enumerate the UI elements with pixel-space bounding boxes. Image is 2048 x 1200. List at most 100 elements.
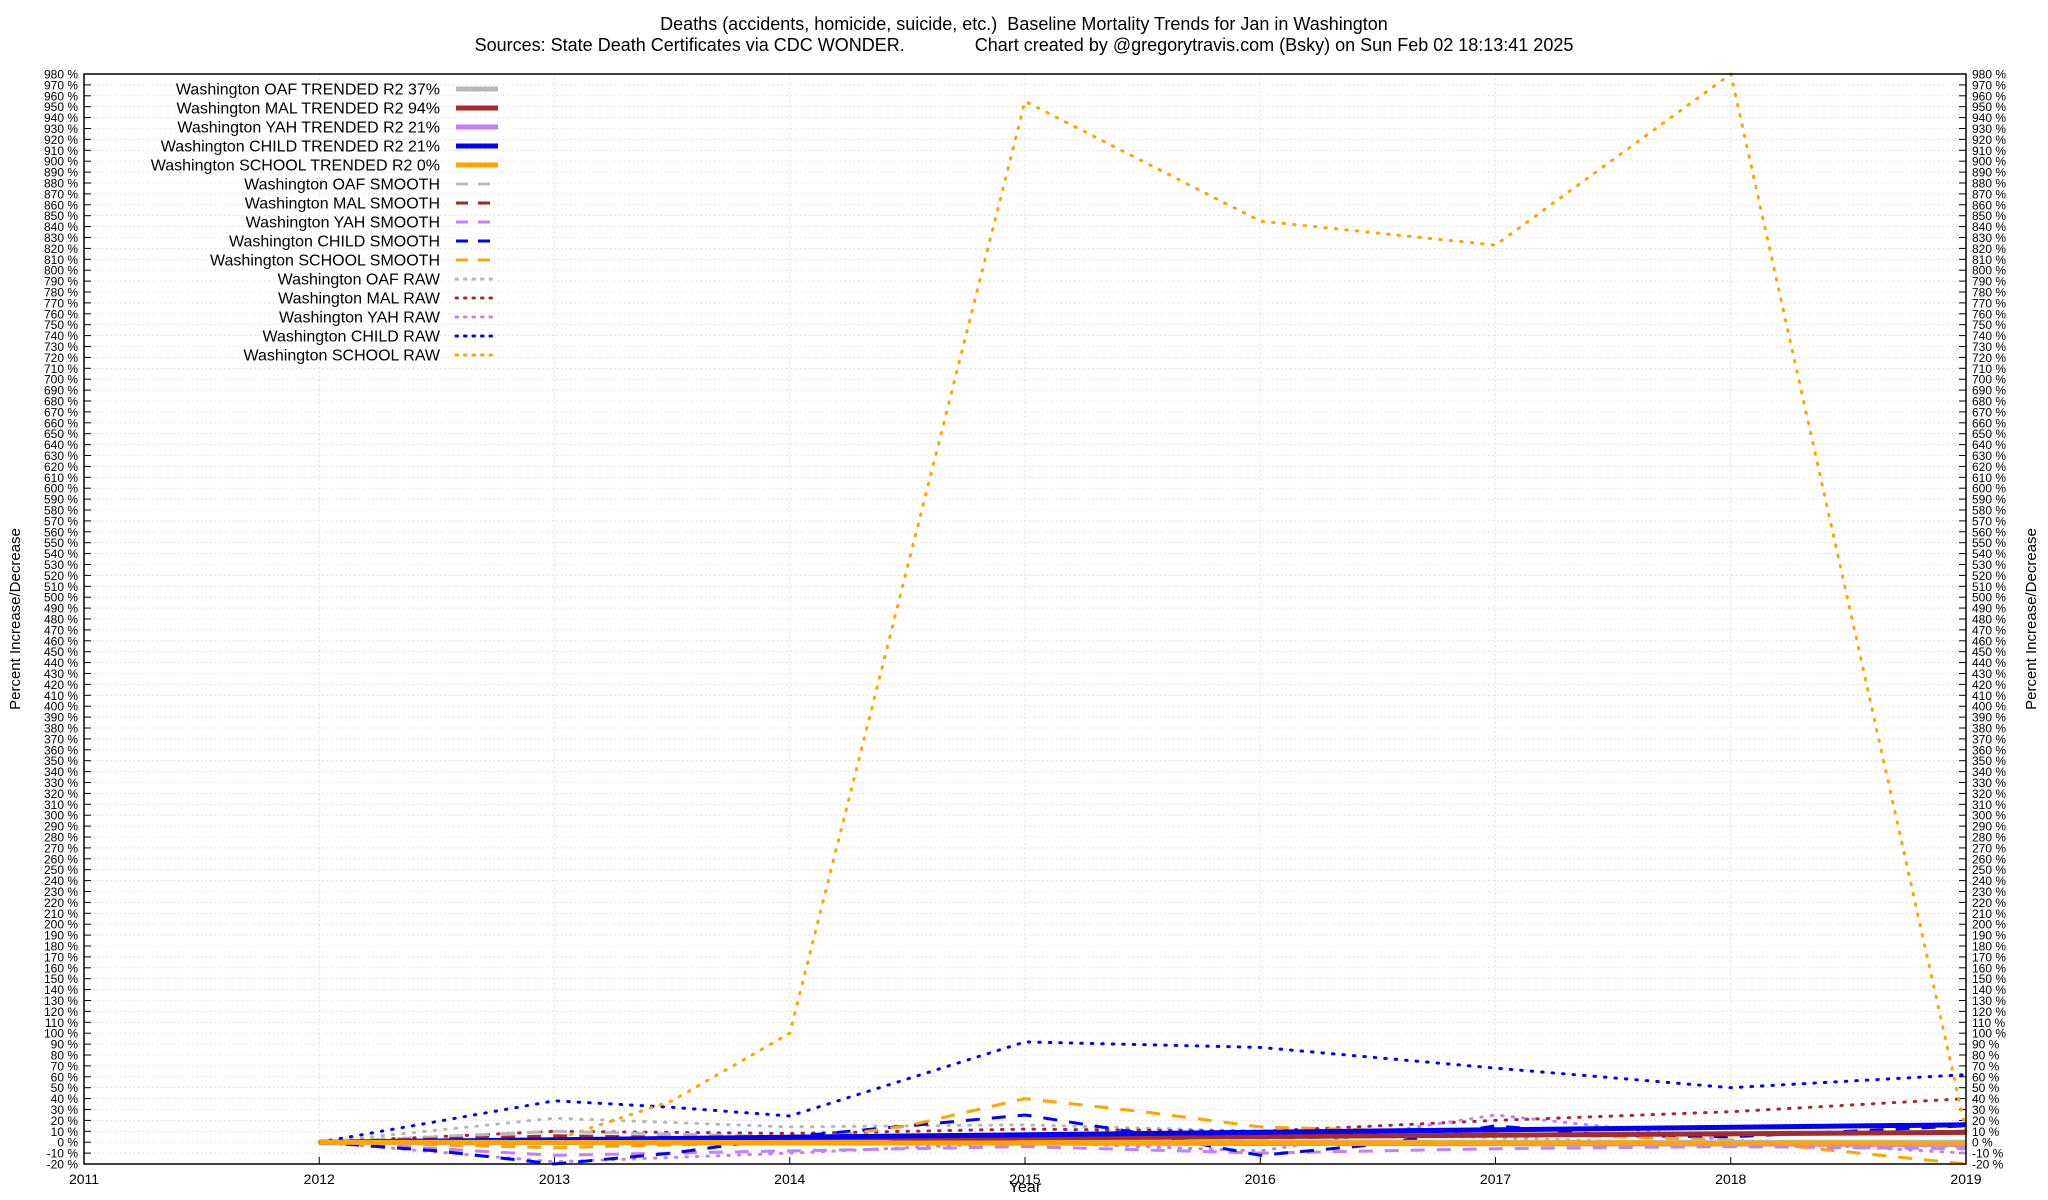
y2-tick-label: 940 %	[1972, 111, 2006, 125]
y-tick-label: 690 %	[44, 384, 78, 398]
y-axis-label: Percent Increase/Decrease	[7, 528, 24, 710]
y-tick-label: 880 %	[44, 177, 78, 191]
y-tick-label: 50 %	[51, 1081, 79, 1095]
y-tick-label: 430 %	[44, 667, 78, 681]
y2-tick-label: 330 %	[1972, 776, 2006, 790]
y2-tick-label: 800 %	[1972, 264, 2006, 278]
y2-tick-label: 250 %	[1972, 863, 2006, 877]
y2-tick-label: 790 %	[1972, 275, 2006, 289]
y-tick-label: 310 %	[44, 798, 78, 812]
y2-tick-label: 640 %	[1972, 438, 2006, 452]
plot-frame	[83, 73, 1967, 1165]
y-tick-label: 300 %	[44, 809, 78, 823]
y2-tick-label: 920 %	[1972, 133, 2006, 147]
y2-tick-label: 300 %	[1972, 809, 2006, 823]
y-tick-label: 320 %	[44, 787, 78, 801]
y2-tick-label: 820 %	[1972, 242, 2006, 256]
y2-tick-label: 410 %	[1972, 689, 2006, 703]
series-washington-child-trended-r2-21	[319, 1122, 1967, 1145]
legend-label: Washington MAL RAW	[278, 291, 441, 308]
y2-tick-label: 430 %	[1972, 667, 2006, 681]
y2-tick-label: 20 %	[1972, 1114, 2000, 1128]
y-tick-label: 120 %	[44, 1005, 78, 1019]
y2-tick-label: 610 %	[1972, 471, 2006, 485]
y-tick-label: 840 %	[44, 220, 78, 234]
y2-tick-label: 710 %	[1972, 362, 2006, 376]
y-tick-label: 480 %	[44, 613, 78, 627]
y2-tick-label: 720 %	[1972, 351, 2006, 365]
y2-tick-label: 840 %	[1972, 220, 2006, 234]
x-axis-label: Year	[1009, 1179, 1042, 1196]
y-tick-label: 70 %	[51, 1059, 79, 1073]
x-tick-label: 2019	[1950, 1171, 1981, 1187]
y2-tick-label: 620 %	[1972, 460, 2006, 474]
y-tick-label: 610 %	[44, 471, 78, 485]
y-tick-label: 780 %	[44, 286, 78, 300]
y-tick-label: 60 %	[51, 1070, 79, 1084]
y-tick-label: 910 %	[44, 144, 78, 158]
y-tick-label: 750 %	[44, 318, 78, 332]
y2-tick-label: 460 %	[1972, 634, 2006, 648]
y-tick-label: 680 %	[44, 395, 78, 409]
y2-tick-label: 970 %	[1972, 78, 2006, 92]
y2-tick-label: 360 %	[1972, 743, 2006, 757]
y2-tick-label: 910 %	[1972, 144, 2006, 158]
y2-tick-label: 220 %	[1972, 896, 2006, 910]
y2-tick-label: 850 %	[1972, 209, 2006, 223]
y-tick-label: 190 %	[44, 929, 78, 943]
y-tick-label: 260 %	[44, 852, 78, 866]
y-tick-label: 150 %	[44, 972, 78, 986]
y-tick-label: 820 %	[44, 242, 78, 256]
legend-label: Washington MAL TRENDED R2 94%	[176, 101, 440, 118]
y2-tick-label: 780 %	[1972, 286, 2006, 300]
y-tick-label: 700 %	[44, 373, 78, 387]
y-tick-label: 650 %	[44, 427, 78, 441]
y2-tick-label: 570 %	[1972, 514, 2006, 528]
y-tick-label: 160 %	[44, 961, 78, 975]
y2-tick-label: 660 %	[1972, 416, 2006, 430]
y2-tick-label: 110 %	[1972, 1016, 2005, 1030]
x-tick-label: 2013	[539, 1171, 570, 1187]
y2-tick-label: 520 %	[1972, 569, 2006, 583]
y-tick-label: 280 %	[44, 831, 78, 845]
y-tick-label: 580 %	[44, 504, 78, 518]
series-washington-oaf-raw	[317, 1116, 1968, 1149]
y2-tick-label: 590 %	[1972, 493, 2006, 507]
y-tick-label: 640 %	[44, 438, 78, 452]
y-tick-label: 600 %	[44, 482, 78, 496]
y-tick-label: 410 %	[44, 689, 78, 703]
y2-tick-label: 60 %	[1972, 1070, 2000, 1084]
y-tick-label: 740 %	[44, 329, 78, 343]
y-tick-label: 800 %	[44, 264, 78, 278]
y-tick-label: 530 %	[44, 558, 78, 572]
y2-tick-label: 700 %	[1972, 373, 2006, 387]
y-tick-label: 770 %	[44, 296, 78, 310]
y2-tick-label: 130 %	[1972, 994, 2006, 1008]
y-tick-label: 730 %	[44, 340, 78, 354]
y2-tick-label: 560 %	[1972, 525, 2006, 539]
y2-tick-label: 440 %	[1972, 656, 2006, 670]
y-tick-label: 510 %	[44, 580, 78, 594]
legend-label: Washington MAL SMOOTH	[245, 196, 440, 213]
y2-tick-label: 680 %	[1972, 395, 2006, 409]
y-tick-label: 550 %	[44, 536, 78, 550]
y2-tick-label: 150 %	[1972, 972, 2006, 986]
chart-subtitle: Sources: State Death Certificates via CD…	[474, 35, 1574, 55]
y-tick-label: 450 %	[44, 645, 78, 659]
y2-tick-label: 600 %	[1972, 482, 2006, 496]
y2-tick-label: 170 %	[1972, 950, 2006, 964]
y2-tick-label: 180 %	[1972, 940, 2006, 954]
axis-ticks: -20 % -20 %-10 % -10 %0 % 0 %10 % 10 %20 % 20…	[44, 68, 2006, 1188]
y2-tick-label: 380 %	[1972, 722, 2006, 736]
y-tick-label: 470 %	[44, 623, 78, 637]
y2-tick-label: 80 %	[1972, 1049, 2000, 1063]
y2-tick-label: 470 %	[1972, 623, 2006, 637]
y-tick-label: 40 %	[51, 1092, 79, 1106]
legend-label: Washington YAH TRENDED R2 21%	[177, 120, 440, 137]
y-tick-label: 100 %	[44, 1027, 78, 1041]
y2-tick-label: 140 %	[1972, 983, 2006, 997]
y2-tick-label: 390 %	[1972, 711, 2006, 725]
y2-tick-label: 730 %	[1972, 340, 2006, 354]
y2-tick-label: 930 %	[1972, 122, 2006, 136]
